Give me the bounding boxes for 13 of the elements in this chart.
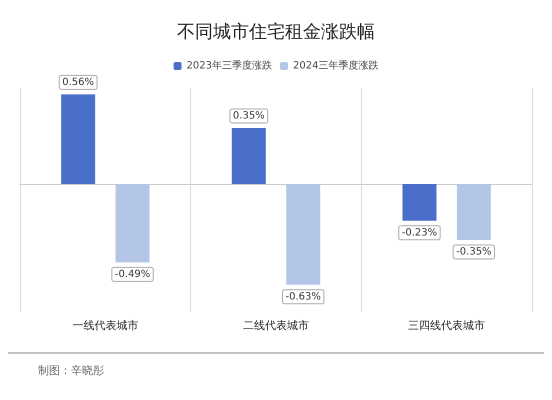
data-label: -0.63% — [286, 291, 321, 302]
text: 制图：辛晓彤 — [38, 364, 104, 377]
x-tick-label: 二线代表城市 — [243, 319, 309, 332]
data-label: -0.35% — [456, 246, 492, 258]
legend-label: 2024三年季度涨跌 — [293, 60, 378, 72]
data-label: 0.35% — [232, 110, 265, 122]
data-label: 0.56% — [62, 76, 94, 88]
x-tick-label: 三四线代表城市 — [408, 319, 486, 332]
chart-title: 不同城市住宅租金涨跌幅 — [177, 22, 375, 42]
data-label: -0.49% — [114, 268, 150, 280]
legend-label: 2023年三季度涨跌 — [186, 60, 272, 72]
x-tick-label: 一线代表城市 — [72, 319, 138, 332]
data-label: -0.23% — [402, 227, 438, 238]
